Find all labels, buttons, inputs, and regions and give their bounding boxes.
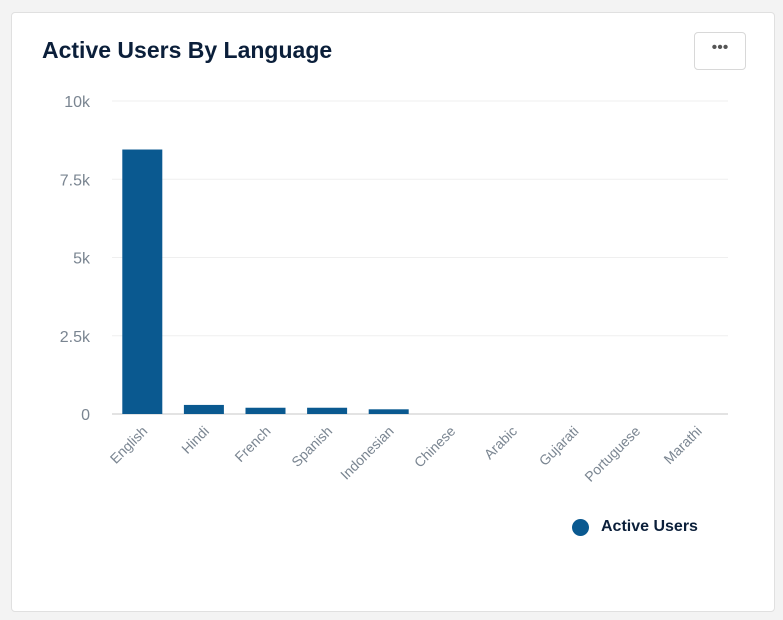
y-tick-label: 7.5k xyxy=(60,172,91,189)
bar xyxy=(122,149,163,414)
bar xyxy=(307,407,348,414)
x-tick-label: English xyxy=(107,423,151,467)
legend-label: Active Users xyxy=(601,518,698,535)
more-options-button[interactable]: ••• xyxy=(694,32,746,70)
y-tick-label: 0 xyxy=(81,407,90,424)
x-tick-label: Marathi xyxy=(660,423,704,467)
x-tick-label: Arabic xyxy=(481,423,520,462)
bar xyxy=(245,407,286,414)
x-tick-label: French xyxy=(231,423,273,465)
bar xyxy=(183,404,224,414)
y-tick-label: 2.5k xyxy=(60,329,91,346)
y-tick-label: 10k xyxy=(64,94,91,111)
y-tick-label: 5k xyxy=(73,251,91,268)
x-tick-label: Indonesian xyxy=(337,423,397,483)
legend-dot-icon xyxy=(572,518,589,536)
x-tick-label: Chinese xyxy=(411,423,459,471)
x-tick-label: Portuguese xyxy=(581,423,643,485)
x-tick-label: Gujarati xyxy=(536,423,582,469)
legend[interactable]: Active Users xyxy=(572,518,698,536)
x-tick-label: Hindi xyxy=(178,423,212,457)
chart-title: Active Users By Language xyxy=(42,37,333,63)
bar xyxy=(368,409,409,414)
x-tick-label: Spanish xyxy=(288,423,335,470)
